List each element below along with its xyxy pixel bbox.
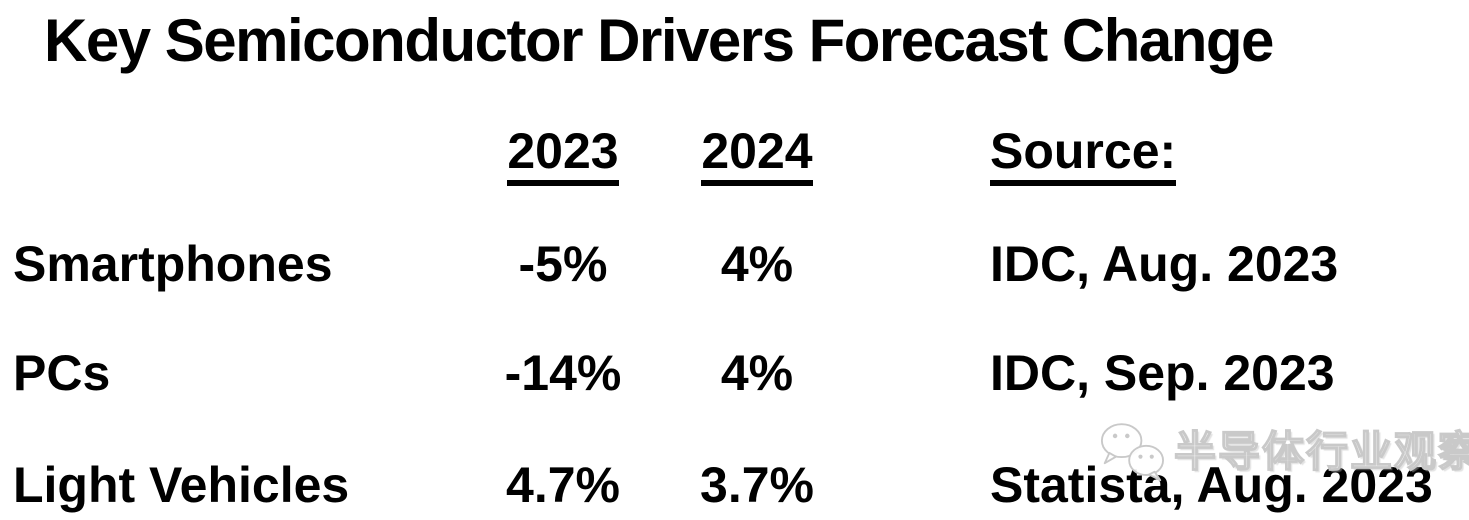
value-2024: 4% [720,236,794,292]
table-header-row: 2023 2024 Source: [0,124,1469,186]
column-header-2023-label: 2023 [507,124,619,186]
value-2023: -14% [504,345,622,401]
value-2024: 4% [720,345,794,401]
value-2024: 3.7% [700,457,814,513]
value-2023: -5% [518,236,608,292]
column-header-source: Source: [990,124,1177,186]
table-row-light-vehicles: Light Vehicles 4.7% 3.7% Statista, Aug. … [0,458,1469,520]
table-row-smartphones: Smartphones -5% 4% IDC, Aug. 2023 [0,237,1469,299]
table-row-pcs: PCs -14% 4% IDC, Sep. 2023 [0,346,1469,408]
value-2023: 4.7% [506,457,620,513]
column-header-2024: 2024 [658,124,856,186]
column-header-2024-label: 2024 [701,124,813,186]
source-citation: IDC, Sep. 2023 [990,345,1335,401]
row-label: Light Vehicles [13,457,350,513]
row-label: PCs [13,345,111,401]
column-header-source-label: Source: [990,124,1177,186]
source-citation: Statista, Aug. 2023 [990,457,1433,513]
column-header-2023: 2023 [463,124,663,186]
page-title: Key Semiconductor Drivers Forecast Chang… [44,7,1274,74]
row-label: Smartphones [13,236,333,292]
source-citation: IDC, Aug. 2023 [990,236,1339,292]
